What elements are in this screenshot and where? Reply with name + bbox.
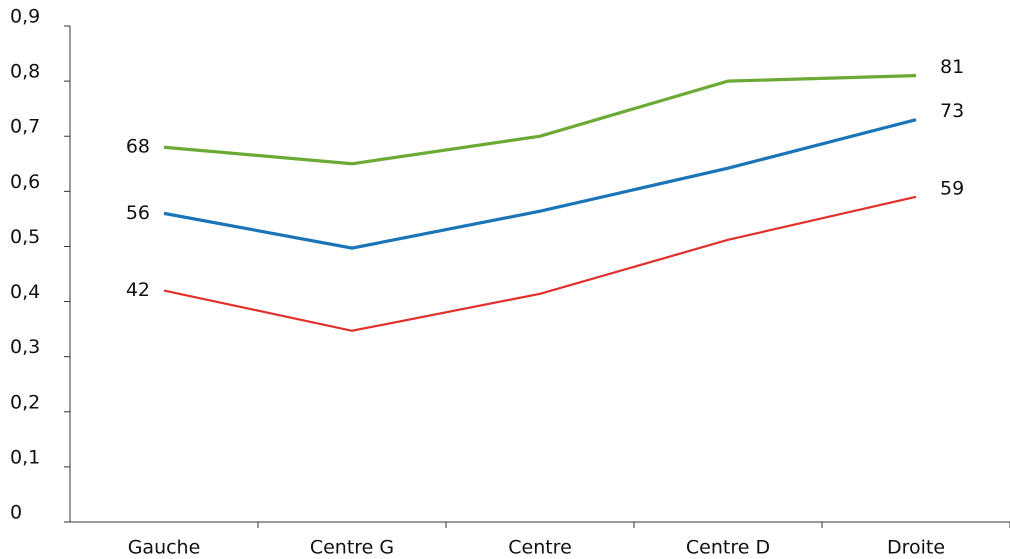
data-label: 73 bbox=[940, 100, 964, 122]
y-tick-label: 0,7 bbox=[10, 116, 40, 138]
y-tick-label: 0,1 bbox=[10, 446, 40, 468]
y-tick-label: 0,6 bbox=[10, 171, 40, 193]
y-tick-label: 0,9 bbox=[10, 6, 40, 28]
x-tick-label: Gauche bbox=[128, 537, 201, 559]
x-tick-label: Centre D bbox=[686, 537, 770, 559]
data-label: 42 bbox=[126, 279, 150, 301]
data-label: 56 bbox=[126, 202, 150, 224]
x-tick-label: Droite bbox=[887, 537, 945, 559]
data-label: 81 bbox=[940, 56, 964, 78]
series-line bbox=[163, 195, 917, 332]
y-tick-label: 0,3 bbox=[10, 336, 40, 358]
series-line bbox=[163, 118, 917, 250]
y-tick-label: 0,8 bbox=[10, 61, 40, 83]
y-tick-label: 0,2 bbox=[10, 391, 40, 413]
y-tick-label: 0,5 bbox=[10, 226, 40, 248]
x-tick-label: Centre bbox=[508, 537, 572, 559]
series-line bbox=[163, 74, 917, 166]
data-label: 59 bbox=[940, 177, 964, 199]
data-label: 68 bbox=[126, 136, 150, 158]
y-tick-label: 0 bbox=[10, 502, 22, 524]
y-tick-label: 0,4 bbox=[10, 281, 40, 303]
x-tick-label: Centre G bbox=[310, 537, 394, 559]
